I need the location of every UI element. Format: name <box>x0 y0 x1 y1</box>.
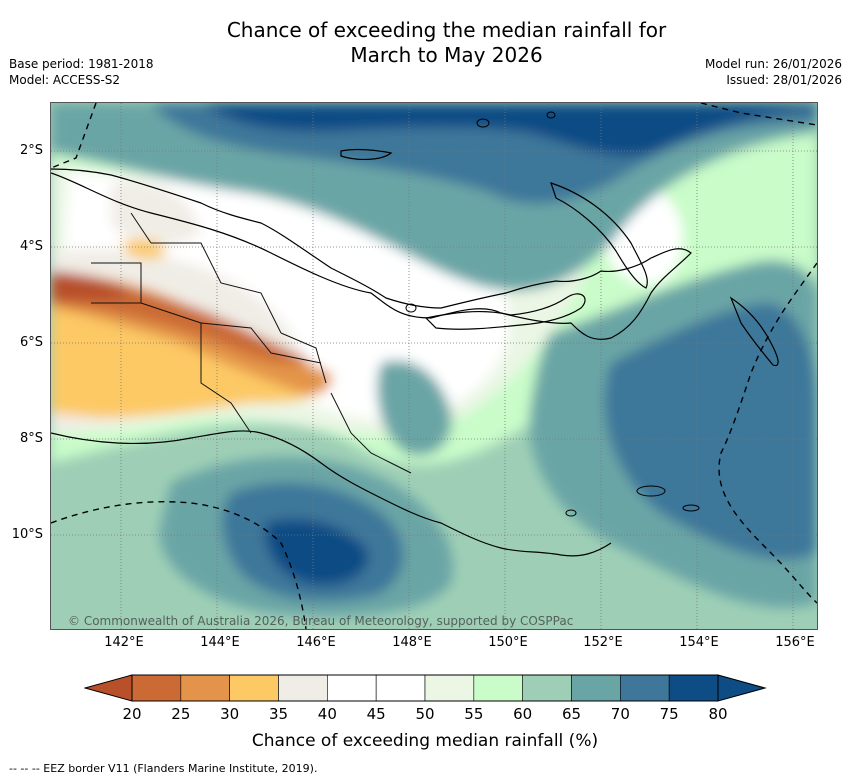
copyright-notice: © Commonwealth of Australia 2026, Bureau… <box>68 614 574 628</box>
colorbar-cell <box>375 674 426 702</box>
lat-label-8s: 8°S <box>19 431 43 446</box>
field-above-80-north <box>201 103 817 156</box>
colorbar-cell <box>424 674 475 702</box>
rainfall-map <box>50 102 818 630</box>
colorbar-label: Chance of exceeding median rainfall (%) <box>251 731 599 751</box>
lon-label-154e: 154°E <box>679 635 719 650</box>
model-text: Model: ACCESS-S2 <box>9 73 121 87</box>
meta-left: Base period: 1981-2018 Model: ACCESS-S2 <box>9 56 154 88</box>
field-35-40-b <box>121 239 166 259</box>
lat-label-10s: 10°S <box>11 527 43 542</box>
base-period-text: Base period: 1981-2018 <box>9 57 154 71</box>
colorbar-tick-label: 45 <box>366 705 386 723</box>
field-above-80-south <box>265 519 369 586</box>
field-20-25 <box>51 271 131 301</box>
eez-footnote: -- -- -- EEZ border V11 (Flanders Marine… <box>9 762 318 775</box>
colorbar-cell <box>620 674 670 702</box>
colorbar-tick-label: 80 <box>708 705 728 723</box>
colorbar-tick-label: 20 <box>122 705 142 723</box>
colorbar-cell <box>327 674 377 702</box>
probability-fields <box>51 103 817 617</box>
colorbar-tick-label: 35 <box>268 705 289 723</box>
new-britain-coast <box>424 293 586 330</box>
colorbar-tick-label: 55 <box>464 705 484 723</box>
colorbar-tick-label: 75 <box>659 705 679 723</box>
lat-label-6s: 6°S <box>19 335 43 350</box>
issued-text: Issued: 28/01/2026 <box>726 73 842 87</box>
islands <box>405 111 700 517</box>
colorbar-tick-label: 60 <box>513 705 533 723</box>
colorbar-cell <box>131 674 182 702</box>
colorbar-tick-label: 25 <box>171 705 191 723</box>
title-line-1: Chance of exceeding the median rainfall … <box>226 18 667 42</box>
colorbar-tick-label: 50 <box>415 705 435 723</box>
lon-label-152e: 152°E <box>583 635 623 650</box>
new-guinea-south-coast <box>51 430 612 557</box>
model-run-text: Model run: 26/01/2026 <box>704 57 842 71</box>
colorbar-cell <box>522 674 572 702</box>
lat-label-2s: 2°S <box>19 143 43 158</box>
colorbar-cell <box>571 674 621 702</box>
graticule <box>51 103 817 629</box>
eez-borders <box>51 103 817 629</box>
new-guinea-coast <box>51 168 692 340</box>
bougainville-coast <box>729 296 779 367</box>
lon-label-146e: 146°E <box>296 635 336 650</box>
new-ireland-coast <box>550 182 648 289</box>
chart-title: Chance of exceeding the median rainfall … <box>0 18 850 68</box>
lon-label-156e: 156°E <box>775 635 815 650</box>
colorbar-tick-label: 70 <box>610 705 630 723</box>
colorbar-cell <box>668 674 719 702</box>
colorbar-tick-label: 65 <box>561 705 582 723</box>
manus-coast <box>340 148 393 160</box>
lat-label-4s: 4°S <box>19 239 43 254</box>
field-40-45-b <box>111 180 201 246</box>
colorbar-low-arrow <box>84 674 133 702</box>
field-70-75-center <box>377 360 452 456</box>
lon-label-148e: 148°E <box>392 635 432 650</box>
title-line-2: March to May 2026 <box>350 43 543 67</box>
lon-label-142e: 142°E <box>104 635 144 650</box>
colorbar-tick-label: 40 <box>317 705 337 723</box>
admin-borders <box>91 212 412 474</box>
lon-label-150e: 150°E <box>488 635 528 650</box>
colorbar-cell <box>229 674 279 702</box>
colorbar-cell <box>180 674 230 702</box>
colorbar-high-arrow <box>717 674 767 702</box>
coastlines <box>51 148 779 557</box>
colorbar-cell <box>278 674 328 702</box>
lon-label-144e: 144°E <box>200 635 240 650</box>
colorbar-cell <box>473 674 523 702</box>
colorbar-tick-label: 30 <box>220 705 240 723</box>
meta-right: Model run: 26/01/2026 Issued: 28/01/2026 <box>705 56 842 88</box>
colorbar <box>84 674 767 702</box>
